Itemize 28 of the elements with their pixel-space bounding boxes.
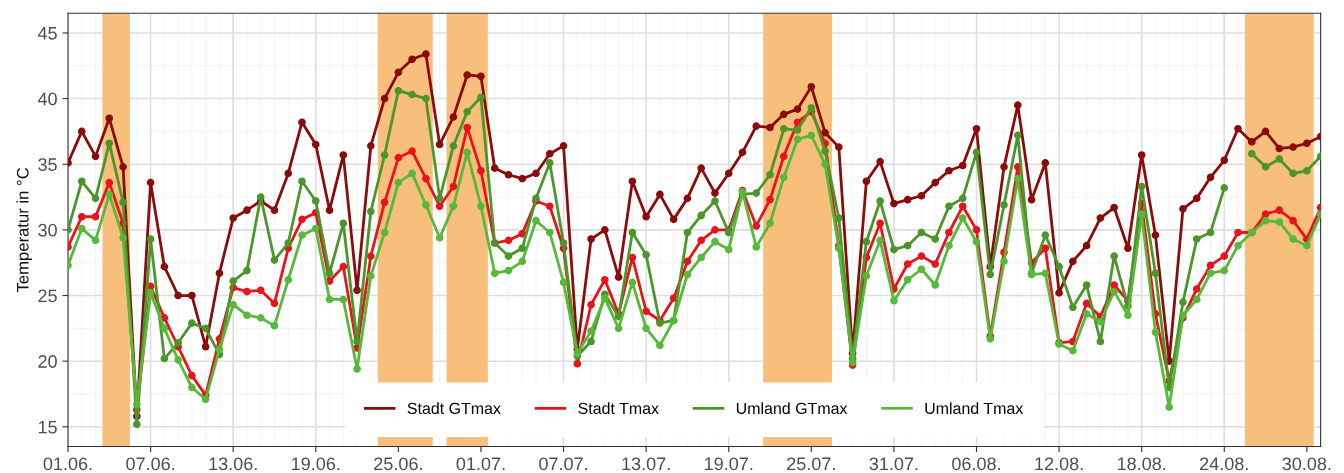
x-tick-label: 01.06. [43, 457, 92, 471]
x-tick-label: 31.07. [869, 457, 918, 471]
y-tick-label: 40 [37, 92, 57, 106]
x-tick-label: 13.06. [209, 457, 257, 471]
x-tick-label: 06.08. [952, 457, 1000, 471]
y-axis-title: Temperatur in °C [16, 167, 32, 293]
y-tick-label: 30 [38, 223, 57, 237]
y-tick-label: 35 [38, 158, 57, 171]
x-tick-label: 24.08. [1200, 457, 1248, 471]
x-tick-label: 19.07. [705, 457, 753, 471]
x-tick-label: 25.07. [787, 457, 835, 471]
y-tick-label: 45 [37, 27, 57, 40]
x-tick-label: 25.06. [374, 457, 422, 471]
y-tick-label: 25 [38, 289, 57, 303]
x-tick-label: 01.07. [456, 457, 505, 471]
y-tick-label: 15 [38, 420, 57, 434]
x-tick-label: 13.07. [622, 457, 670, 471]
legend-label: Umland Tmax [925, 402, 1024, 415]
x-tick-label: 07.07. [539, 457, 587, 471]
legend-label: Stadt GTmax [407, 402, 501, 415]
x-tick-label: 07.06. [126, 457, 175, 471]
x-tick-label: 18.08. [1117, 457, 1166, 471]
x-tick-label: 12.08. [1035, 457, 1083, 471]
x-tick-label: 30.08. [1282, 457, 1331, 471]
x-tick-label: 19.06. [292, 457, 340, 471]
legend-label: Umland GTmax [736, 402, 848, 415]
legend-label: Stadt Tmax [578, 402, 659, 415]
y-tick-label: 20 [38, 355, 57, 368]
